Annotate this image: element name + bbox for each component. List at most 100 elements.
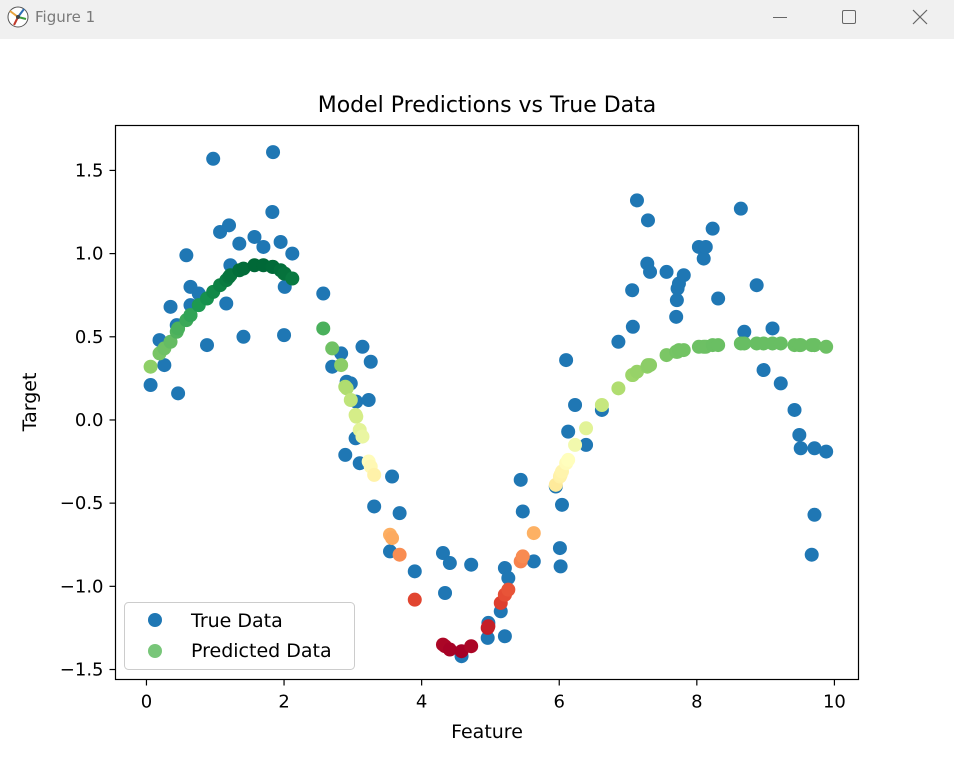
axis-ticks: 0 2 4 6 8 10 1.5 1.0 0.5 0.0 −0.5 −1.0 −1.5 bbox=[60, 160, 846, 712]
true-data-point bbox=[163, 299, 178, 314]
y-tick-label: 0.5 bbox=[75, 327, 104, 348]
true-data-point bbox=[464, 557, 479, 572]
matplotlib-figure-icon bbox=[6, 5, 30, 29]
x-tick-label: 6 bbox=[554, 692, 565, 713]
true-data-point bbox=[171, 386, 186, 401]
x-tick-label: 4 bbox=[416, 692, 427, 713]
predicted-data-point bbox=[501, 582, 516, 597]
true-data-point bbox=[568, 397, 583, 412]
true-data-point bbox=[199, 338, 214, 353]
true-data-point bbox=[804, 547, 819, 562]
true-data-point bbox=[552, 541, 567, 556]
plot-marks bbox=[143, 145, 834, 664]
predicted-data-point bbox=[579, 421, 594, 436]
true-data-point bbox=[749, 278, 764, 293]
window-title: Figure 1 bbox=[35, 8, 96, 26]
predicted-data-point bbox=[355, 429, 370, 444]
predicted-data-point bbox=[773, 336, 788, 351]
predicted-data-point bbox=[464, 639, 479, 654]
predicted-data-point bbox=[737, 336, 752, 351]
true-data-point bbox=[407, 564, 422, 579]
legend-label-true-data: True Data bbox=[190, 610, 283, 632]
close-button[interactable] bbox=[889, 0, 951, 33]
true-data-point bbox=[355, 339, 370, 354]
true-data-point bbox=[629, 193, 644, 208]
legend-box bbox=[124, 602, 355, 670]
predicted-data-point bbox=[339, 381, 354, 396]
true-data-point bbox=[625, 283, 640, 298]
minimize-button[interactable] bbox=[749, 0, 811, 33]
predicted-data-point bbox=[676, 343, 691, 358]
true-data-point bbox=[696, 251, 711, 266]
legend-marker-true-data bbox=[148, 613, 162, 627]
true-data-point bbox=[285, 246, 300, 261]
true-data-point bbox=[765, 321, 780, 336]
predicted-data-point bbox=[568, 437, 583, 452]
true-data-point bbox=[711, 291, 726, 306]
true-data-point bbox=[553, 559, 568, 574]
minimize-icon bbox=[773, 16, 787, 18]
true-data-point bbox=[676, 268, 691, 283]
true-data-point bbox=[232, 236, 247, 251]
true-data-point bbox=[143, 378, 158, 393]
true-data-point bbox=[559, 353, 574, 368]
true-data-point bbox=[669, 293, 684, 308]
true-data-point bbox=[659, 264, 674, 279]
predicted-data-point bbox=[163, 334, 178, 349]
y-tick-label: −0.5 bbox=[60, 493, 104, 514]
predicted-data-point bbox=[385, 531, 400, 546]
true-data-point bbox=[265, 205, 280, 220]
true-data-point bbox=[256, 239, 271, 254]
x-tick-label: 8 bbox=[691, 692, 702, 713]
true-data-point bbox=[480, 630, 495, 645]
true-data-point bbox=[737, 324, 752, 339]
y-axis-label: Target bbox=[19, 373, 41, 433]
true-data-point bbox=[787, 402, 802, 417]
predicted-data-point bbox=[316, 321, 331, 336]
true-data-point bbox=[247, 229, 262, 244]
true-data-point bbox=[438, 585, 453, 600]
true-data-point bbox=[367, 499, 382, 514]
predicted-data-point bbox=[561, 452, 576, 467]
true-data-point bbox=[179, 248, 194, 263]
true-data-point bbox=[698, 239, 713, 254]
true-data-point bbox=[579, 437, 594, 452]
predicted-data-point bbox=[143, 359, 158, 374]
predicted-data-point bbox=[183, 308, 198, 323]
true-data-point bbox=[157, 358, 172, 373]
predicted-data-point bbox=[407, 592, 422, 607]
y-tick-label: −1.5 bbox=[60, 660, 104, 681]
y-tick-label: 1.5 bbox=[75, 160, 104, 181]
predicted-data-point bbox=[481, 619, 496, 634]
true-data-point bbox=[338, 447, 353, 462]
true-data-point bbox=[501, 571, 516, 586]
true-data-point bbox=[273, 234, 288, 249]
x-tick-label: 10 bbox=[823, 692, 846, 713]
true-data-point bbox=[515, 504, 530, 519]
true-data-point bbox=[236, 329, 251, 344]
y-tick-label: 0.0 bbox=[75, 410, 104, 431]
predicted-data-point bbox=[515, 549, 530, 564]
chart-title: Model Predictions vs True Data bbox=[318, 93, 657, 118]
true-data-point bbox=[361, 393, 376, 408]
true-data-point bbox=[807, 507, 822, 522]
true-data-point bbox=[611, 334, 626, 349]
true-data-point bbox=[435, 546, 450, 561]
true-data-point bbox=[277, 328, 292, 343]
window-titlebar: Figure 1 bbox=[0, 0, 954, 39]
x-axis-label: Feature bbox=[451, 721, 523, 743]
predicted-data-point bbox=[325, 341, 340, 356]
predicted-data-point bbox=[343, 393, 358, 408]
true-data-point bbox=[392, 506, 407, 521]
true-data-point bbox=[316, 286, 331, 301]
maximize-button[interactable] bbox=[818, 0, 880, 33]
true-data-point bbox=[705, 221, 720, 236]
predicted-data-point bbox=[643, 358, 658, 373]
true-data-point bbox=[513, 472, 528, 487]
true-data-point bbox=[792, 427, 807, 442]
true-data-point bbox=[526, 554, 541, 569]
predicted-data-point bbox=[236, 261, 251, 276]
plot-frame bbox=[114, 124, 860, 681]
true-data-point bbox=[554, 497, 569, 512]
x-tick-label: 2 bbox=[278, 692, 289, 713]
